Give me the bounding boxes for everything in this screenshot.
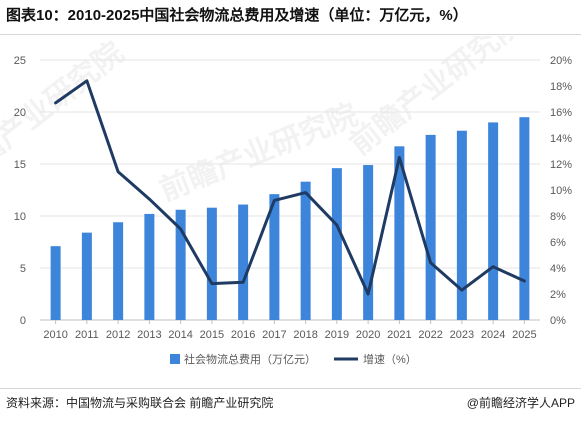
x-tick-label: 2023 [450, 329, 474, 341]
y-left-tick-label: 15 [14, 159, 26, 171]
y-right-tick-label: 14% [550, 133, 572, 145]
chart-title: 图表10：2010-2025中国社会物流总费用及增速（单位：万亿元，%） [6, 7, 468, 24]
x-tick-label: 2012 [106, 329, 130, 341]
y-right-tick-label: 12% [550, 159, 572, 171]
bar [238, 204, 249, 320]
bar [144, 213, 155, 320]
y-right-tick-label: 0% [550, 315, 566, 327]
legend-bar-label: 社会物流总费用（万亿元） [184, 352, 316, 366]
bar [425, 134, 436, 320]
bar [519, 117, 530, 320]
growth-line [54, 79, 526, 296]
bar [394, 146, 405, 320]
legend-line-label: 增速（%） [363, 352, 417, 366]
y-right-tick-label: 6% [550, 237, 566, 249]
y-left-tick-label: 0 [20, 315, 26, 327]
growth-point [273, 199, 276, 202]
chart: 前瞻产业研究院 前瞻产业研究院前瞻产业研究院05101520250%2%4%6%8… [0, 36, 572, 366]
x-tick-label: 2010 [43, 329, 67, 341]
y-left-tick-label: 20 [14, 107, 26, 119]
growth-point [398, 156, 401, 159]
bar [50, 246, 61, 320]
source-note: 资料来源：中国物流与采购联合会 前瞻产业研究院 [6, 396, 274, 410]
bar [331, 168, 342, 320]
growth-point [460, 288, 464, 292]
bar [363, 165, 374, 320]
growth-point [116, 170, 120, 173]
x-tick-label: 2019 [325, 329, 349, 341]
y-right-tick-label: 20% [550, 55, 572, 67]
x-tick-label: 2015 [200, 329, 224, 341]
y-left-tick-label: 10 [14, 211, 26, 223]
x-tick-label: 2020 [356, 329, 380, 341]
x-tick-label: 2022 [418, 329, 442, 341]
watermark-text: 前瞻产业研究院 [155, 97, 362, 207]
watermark-text: 前瞻产业研究院 [343, 36, 529, 162]
x-tick-label: 2013 [137, 329, 161, 341]
growth-point [304, 191, 307, 194]
bar [300, 181, 311, 320]
growth-point [335, 223, 339, 227]
x-tick-label: 2011 [75, 329, 99, 341]
legend-bar-swatch [170, 354, 180, 364]
x-tick-label: 2014 [168, 329, 192, 341]
growth-point [366, 292, 370, 296]
growth-point [429, 261, 432, 264]
growth-point [179, 227, 182, 231]
growth-point [85, 79, 89, 82]
bar [456, 130, 467, 320]
y-right-tick-label: 18% [550, 81, 572, 93]
footer-divider [0, 388, 581, 389]
y-right-tick-label: 10% [550, 185, 572, 197]
y-left-tick-label: 25 [14, 55, 26, 67]
growth-point [54, 101, 57, 105]
y-right-tick-label: 8% [550, 211, 566, 223]
x-tick-label: 2016 [231, 329, 255, 341]
title-divider [0, 34, 581, 35]
x-tick-label: 2017 [262, 329, 286, 341]
y-right-tick-label: 16% [550, 107, 572, 119]
bar [113, 222, 124, 320]
y-right-tick-label: 4% [550, 263, 566, 275]
x-tick-label: 2024 [481, 329, 505, 341]
bar [81, 232, 92, 320]
growth-point [523, 279, 526, 283]
bar [175, 209, 186, 320]
bar [206, 207, 217, 320]
y-right-tick-label: 2% [550, 289, 566, 301]
bar [488, 122, 499, 321]
credit-note: @前瞻经济学人APP [466, 396, 575, 410]
growth-point [491, 265, 495, 268]
x-tick-label: 2021 [387, 329, 411, 341]
y-left-tick-label: 5 [20, 263, 26, 275]
growth-point [148, 197, 151, 201]
bar [269, 194, 280, 320]
growth-point [241, 281, 245, 284]
x-tick-label: 2025 [512, 329, 536, 341]
growth-point [210, 282, 214, 285]
x-tick-label: 2018 [293, 329, 317, 341]
